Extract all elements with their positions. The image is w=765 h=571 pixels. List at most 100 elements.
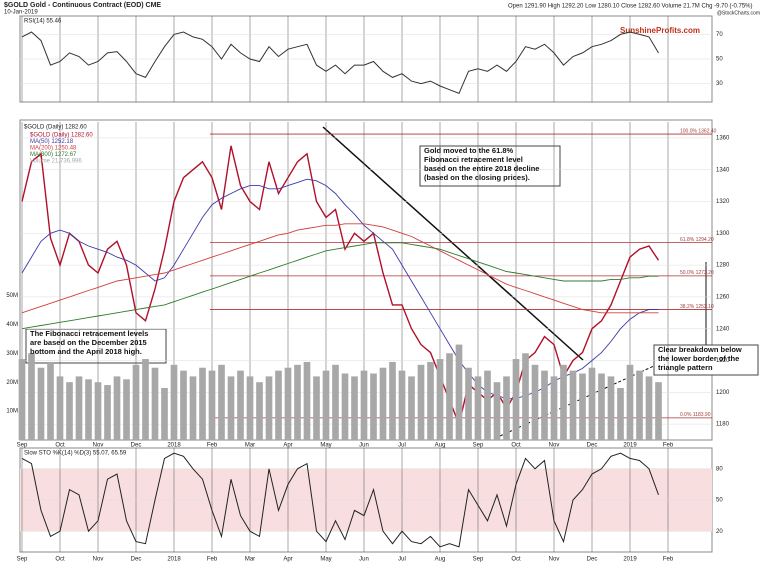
quote: Open 1291.90 High 1292.20 Low 1280.10 Cl… — [508, 4, 753, 10]
x-tick-label: Jun — [359, 557, 369, 563]
y-tick-label: 1320 — [716, 199, 730, 205]
x-tick-label: Jul — [398, 557, 406, 563]
x-tick-label: Jun — [359, 443, 369, 449]
x-tick-label: Apr — [283, 557, 292, 563]
volume-bar — [189, 376, 197, 440]
volume-bar — [560, 364, 567, 440]
volume-bar — [75, 376, 83, 440]
volume-bar — [493, 382, 501, 440]
volume-bar — [18, 359, 26, 440]
x-tick-label: Oct — [511, 557, 521, 563]
volume-bar — [474, 376, 482, 440]
x-tick-label: 2019 — [623, 557, 637, 563]
volume-bar — [541, 370, 548, 440]
x-tick-label: Jul — [398, 443, 406, 449]
volume-bar — [455, 344, 463, 440]
annotation: based on the entire 2018 decline — [424, 164, 539, 173]
x-tick-label: May — [320, 557, 331, 563]
x-tick-label: Mar — [245, 557, 255, 563]
x-tick-label: Nov — [93, 443, 104, 449]
note-box — [653, 344, 759, 376]
y-tick-label: 1280 — [716, 263, 730, 269]
fib-label: 38.2% 1252.10 — [680, 304, 714, 310]
y-tick-label: 1300 — [716, 231, 730, 237]
volume-bar — [294, 364, 301, 440]
x-tick-label: Dec — [587, 557, 598, 563]
x-tick-label: Dec — [131, 557, 142, 563]
x-tick-label: Feb — [207, 557, 218, 563]
volume-bar — [47, 361, 54, 440]
x-tick-label: 2018 — [167, 557, 181, 563]
annotation: bottom and the April 2018 high. — [30, 347, 142, 356]
volume-bar — [626, 364, 634, 440]
volume-bar — [199, 367, 206, 440]
y-tick-label: 50M — [6, 293, 18, 299]
x-tick-label: Dec — [587, 443, 598, 449]
volume-bar — [56, 376, 64, 440]
legend-entry: $GOLD (Daily) 1282.60 — [30, 133, 93, 139]
annotation: The Fibonacci retracement levels — [30, 329, 148, 338]
annotation: Gold moved to the 61.8% — [424, 146, 514, 155]
volume-bar — [85, 379, 92, 440]
volume-bar — [303, 361, 311, 440]
x-tick-label: Apr — [283, 443, 292, 449]
y-tick-label: 80 — [716, 466, 723, 472]
x-tick-label: Nov — [549, 443, 560, 449]
x-tick-label: Nov — [93, 557, 104, 563]
volume-bar — [655, 382, 662, 440]
legend-entry: MA(50) 1252.18 — [30, 139, 74, 145]
volume-bar — [427, 361, 434, 440]
volume-bar — [332, 364, 339, 440]
volume-bar — [436, 359, 444, 440]
y-tick-label: 40M — [6, 322, 18, 328]
series-line — [21, 242, 659, 330]
x-tick-label: Feb — [663, 557, 674, 563]
symbol: $GOLD Gold - Continuous Contract (EOD) C… — [4, 2, 161, 9]
fib-label: 0.0% 1183.90 — [680, 412, 711, 418]
volume-bar — [37, 367, 45, 440]
x-tick-label: Oct — [511, 443, 521, 449]
volume-bar — [503, 376, 510, 440]
y-tick-label: 20M — [6, 380, 18, 386]
legend-entry: MA(200) 1250.48 — [30, 146, 77, 152]
annotation: triangle pattern — [658, 363, 713, 372]
x-tick-label: Sep — [473, 443, 484, 449]
note-box — [419, 145, 561, 187]
annotation: Clear breakdown below — [658, 345, 742, 354]
x-tick-label: Aug — [435, 443, 446, 449]
x-tick-label: 2018 — [167, 443, 181, 449]
y-tick-label: 20 — [716, 529, 723, 535]
volume-bar — [645, 376, 653, 440]
note-box — [25, 328, 167, 364]
volume-bar — [313, 376, 320, 440]
volume-bar — [170, 364, 178, 440]
triangle-upper — [322, 126, 584, 361]
annotation: Fibonacci retracement level — [424, 155, 523, 164]
volume-bar — [123, 379, 130, 440]
y-tick-label: 50 — [716, 498, 723, 504]
indicator-line — [21, 452, 659, 548]
volume-bar — [550, 376, 558, 440]
volume-bar — [66, 382, 73, 440]
fib-label: 61.8% 1294.20 — [680, 237, 714, 243]
x-tick-label: Oct — [55, 557, 65, 563]
x-tick-label: Oct — [55, 443, 65, 449]
volume-bar — [218, 364, 225, 440]
x-tick-label: Feb — [207, 443, 218, 449]
y-tick-label: 70 — [716, 32, 723, 38]
volume-bar — [617, 387, 624, 440]
y-tick-label: 1340 — [716, 167, 730, 173]
volume-bar — [522, 353, 529, 440]
legend-entry: MA(300) 1272.67 — [30, 152, 77, 158]
volume-bar — [446, 353, 453, 440]
volume-bar — [607, 376, 615, 440]
y-tick-label: 1180 — [716, 422, 730, 428]
series-line — [21, 145, 660, 427]
volume-bar — [512, 359, 520, 440]
annotation: the lower border of the — [658, 354, 739, 363]
volume-bar — [180, 370, 187, 440]
panel-title: RSI(14) 55.46 — [24, 19, 62, 25]
x-tick-label: Sep — [17, 557, 28, 563]
volume-bar — [389, 361, 396, 440]
volume-bar — [284, 367, 292, 440]
